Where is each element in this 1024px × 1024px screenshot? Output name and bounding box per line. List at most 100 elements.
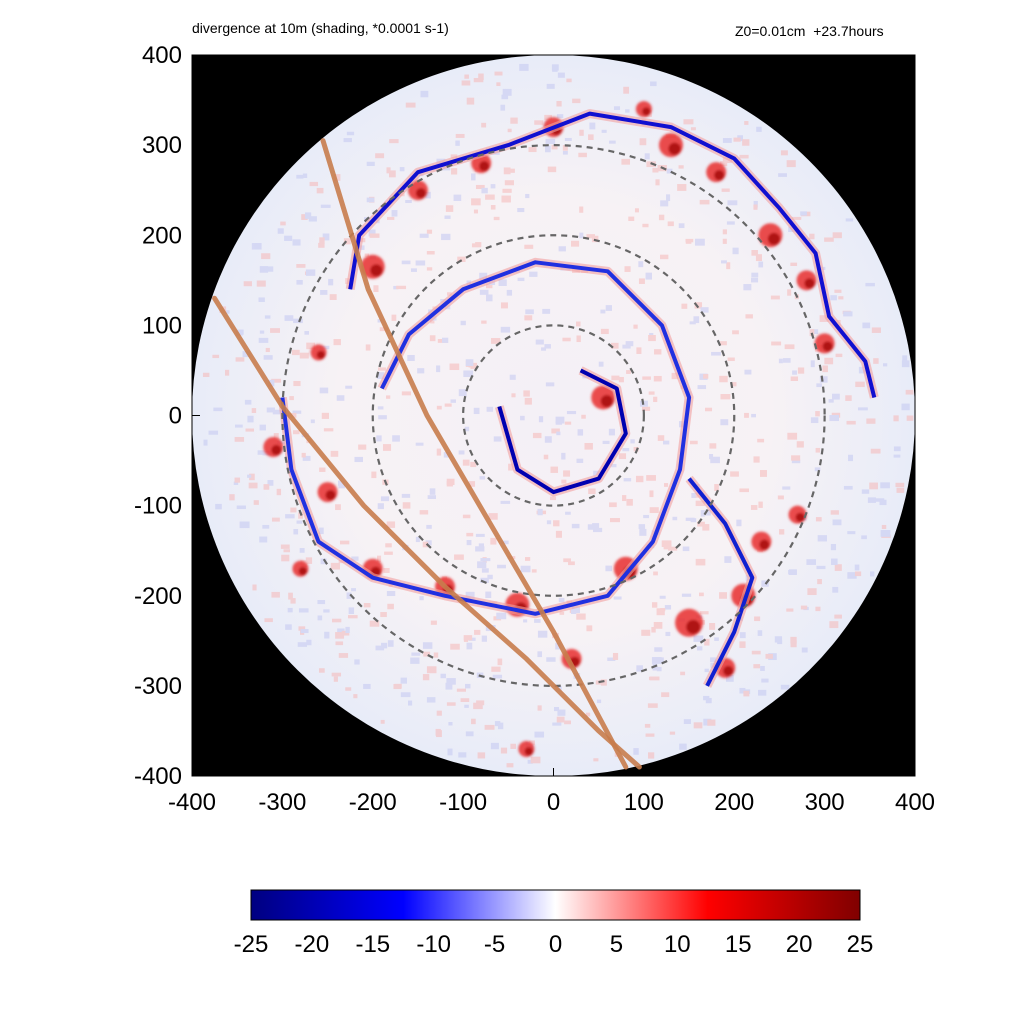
speckle (532, 432, 542, 439)
speckle (400, 677, 407, 684)
speckle (259, 424, 266, 431)
speckle (835, 353, 843, 358)
speckle (225, 310, 230, 314)
speckle (386, 167, 391, 174)
speckle (658, 214, 665, 221)
speckle (419, 596, 424, 601)
speckle (822, 365, 828, 373)
speckle (787, 289, 792, 296)
speckle (704, 407, 713, 412)
speckle (323, 428, 334, 432)
speckle (650, 81, 657, 87)
speckle (801, 647, 808, 653)
speckle (635, 475, 644, 483)
speckle (500, 326, 511, 333)
speckle (488, 513, 498, 520)
speckle (790, 636, 797, 644)
speckle (426, 250, 435, 255)
speckle (800, 211, 807, 216)
speckle (517, 277, 525, 282)
speckle (440, 673, 446, 679)
speckle (609, 502, 617, 508)
range-ring (371, 234, 736, 597)
speckle (270, 328, 281, 333)
speckle (436, 730, 442, 738)
speckle (310, 419, 315, 424)
speckle (707, 719, 716, 726)
speckle (393, 285, 399, 290)
speckle (720, 394, 731, 400)
speckle (777, 495, 784, 500)
speckle (699, 611, 709, 615)
speckle (689, 440, 698, 445)
speckle (545, 138, 556, 145)
speckle (343, 238, 351, 245)
speckle (530, 756, 541, 764)
storm-track (320, 138, 629, 770)
domain-disk (192, 55, 915, 776)
speckle (553, 706, 560, 712)
rainband (497, 368, 628, 495)
speckle (626, 498, 633, 506)
speckle (605, 305, 612, 311)
speckle (461, 80, 471, 86)
speckle (324, 631, 330, 639)
speckle (895, 482, 905, 488)
speckle (542, 308, 551, 314)
speckle (695, 500, 705, 507)
speckle (651, 602, 658, 608)
y-tick-label: 300 (142, 132, 182, 159)
speckle (576, 335, 581, 343)
speckle (466, 539, 472, 546)
speckle (348, 607, 355, 615)
speckle (828, 399, 834, 403)
speckle (622, 448, 630, 452)
speckle (251, 243, 262, 250)
colorbar-tick-label: 10 (664, 931, 691, 958)
speckle (525, 193, 530, 199)
speckle (485, 283, 493, 289)
speckle (261, 253, 271, 260)
speckle (212, 354, 220, 359)
speckle (623, 86, 630, 94)
speckle (375, 645, 385, 651)
speckle (415, 442, 424, 446)
speckle (500, 747, 508, 754)
y-tick-label: 400 (142, 42, 182, 69)
speckle (251, 408, 257, 414)
speckle (901, 403, 910, 411)
speckle (659, 595, 666, 599)
speckle (636, 347, 642, 354)
speckle (284, 315, 294, 321)
speckle (720, 419, 729, 426)
speckle (743, 690, 750, 697)
speckle (702, 524, 710, 531)
speckle (377, 319, 383, 323)
speckle (354, 456, 364, 463)
speckle (570, 609, 577, 615)
speckle (549, 496, 557, 501)
speckle (387, 216, 395, 220)
speckle (411, 652, 421, 656)
speckle (633, 748, 639, 755)
speckle (229, 494, 235, 501)
speckle (524, 244, 534, 249)
divergence-cell-core (298, 567, 307, 576)
speckle (589, 122, 596, 130)
speckle (601, 129, 607, 133)
speckle (681, 593, 692, 597)
speckle (391, 210, 398, 217)
speckle (829, 621, 839, 629)
speckle (511, 393, 516, 398)
divergence-cell-core (600, 395, 613, 408)
speckle (809, 233, 815, 240)
speckle (544, 344, 551, 349)
speckle (696, 646, 703, 651)
speckle (544, 436, 552, 443)
speckle (690, 518, 697, 523)
x-tick-label: 400 (895, 789, 935, 816)
speckle (436, 710, 442, 716)
speckle (520, 565, 531, 573)
speckle (572, 98, 581, 104)
speckle (249, 473, 255, 481)
